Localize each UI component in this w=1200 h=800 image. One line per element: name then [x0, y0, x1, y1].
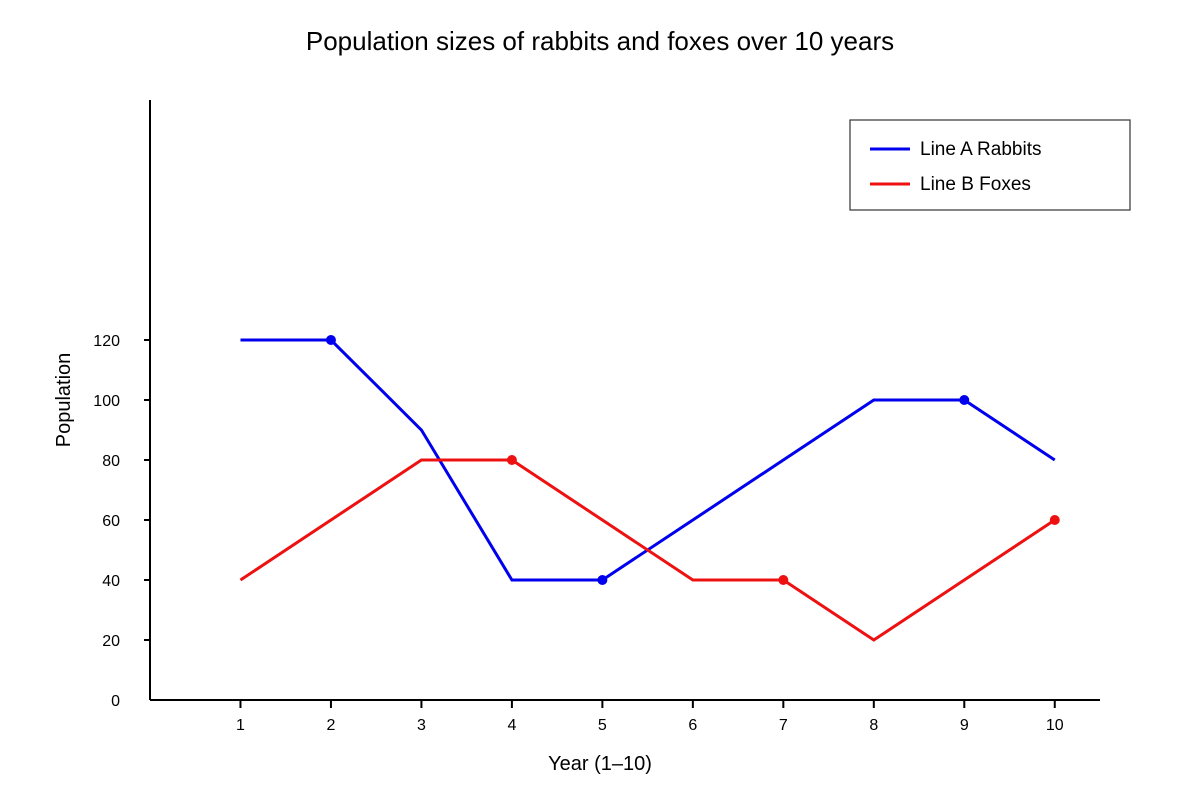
y-axis-ticks: 0 20 40 60 80 100 120 — [93, 333, 150, 710]
y-tick-label: 0 — [111, 693, 120, 710]
x-tick-label: 5 — [598, 717, 607, 734]
series-lines — [239, 338, 1056, 642]
series-markers — [325, 335, 1060, 585]
y-tick-label: 120 — [93, 333, 120, 350]
legend-box — [849, 119, 1131, 211]
x-tick-label: 6 — [688, 717, 697, 734]
chart-title: Population sizes of rabbits and foxes ov… — [306, 26, 894, 56]
x-tick-label: 8 — [869, 717, 878, 734]
y-tick-label: 80 — [102, 453, 120, 470]
x-axis-ticks: 1 2 3 4 5 6 7 8 9 10 — [236, 700, 1064, 734]
y-tick-label: 40 — [102, 573, 120, 590]
x-tick-label: 10 — [1046, 717, 1064, 734]
legend-label: Line A Rabbits — [920, 139, 1041, 160]
data-point-marker — [597, 575, 608, 585]
data-point-marker — [778, 575, 789, 585]
x-tick-label: 4 — [507, 717, 516, 734]
x-tick-label: 9 — [960, 717, 969, 734]
y-tick-label: 20 — [102, 633, 120, 650]
x-axis-label: Year (1–10) — [548, 753, 652, 775]
data-point-marker — [959, 395, 970, 405]
y-axis-label: Population — [53, 353, 75, 448]
x-tick-label: 1 — [236, 717, 245, 734]
y-tick-label: 100 — [93, 393, 120, 410]
data-point-marker — [325, 335, 336, 345]
series-line-foxes — [239, 458, 1056, 642]
x-tick-label: 7 — [779, 717, 788, 734]
data-point-marker — [506, 455, 517, 465]
y-tick-label: 60 — [102, 513, 120, 530]
legend-label: Line B Foxes — [920, 174, 1031, 195]
x-tick-label: 2 — [326, 717, 335, 734]
series-line-rabbits — [240, 338, 1056, 582]
x-tick-label: 3 — [417, 717, 426, 734]
data-point-marker — [1049, 515, 1060, 525]
legend: Line A Rabbits Line B Foxes — [849, 119, 1131, 211]
